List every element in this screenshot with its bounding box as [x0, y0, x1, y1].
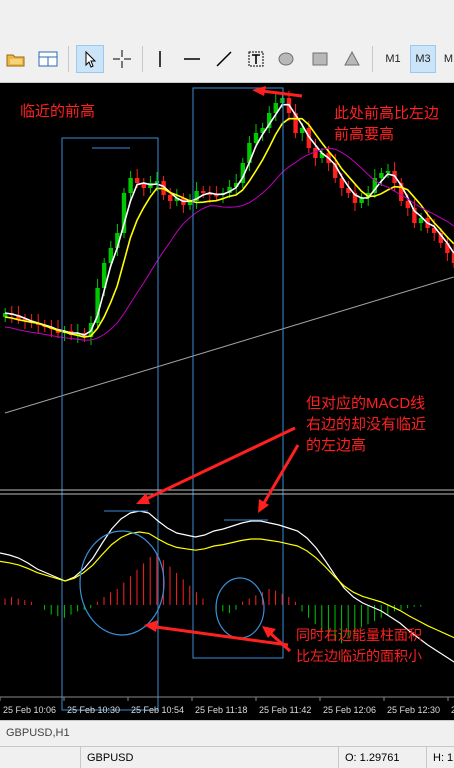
chart-tab-bar: GBPUSD,H1: [0, 720, 454, 747]
annotation-right-high-line2: 前高要高: [334, 126, 394, 143]
horizontal-line-tool-icon[interactable]: [178, 45, 206, 73]
rectangle-tool-icon[interactable]: [306, 45, 334, 73]
candle-body: [313, 148, 317, 158]
profiles-icon[interactable]: [34, 45, 62, 73]
chart-tab-gbpusd-h1[interactable]: GBPUSD,H1: [0, 725, 76, 741]
status-high-price: H: 1.: [426, 747, 454, 768]
time-axis-label: 25 Feb 10:54: [131, 705, 184, 715]
annotation-right-high-line1: 此处前高比左边: [334, 105, 439, 122]
chart-toolbar: M1 M3 M...: [0, 38, 454, 83]
annotation-hist-line1: 同时右边能量柱面积: [296, 627, 422, 643]
annotation-left-high: 临近的前高: [20, 103, 95, 120]
cursor-tool-icon[interactable]: [76, 45, 104, 73]
timeframe-m3-button[interactable]: M3: [410, 45, 436, 73]
triangle-tool-icon[interactable]: [338, 45, 366, 73]
status-open-price: O: 1.29761: [338, 747, 426, 768]
time-axis-label: 25 Feb 10:30: [67, 705, 120, 715]
crosshair-tool-icon[interactable]: [108, 45, 136, 73]
candle-body: [214, 195, 218, 197]
annotation-macd-line1: 但对应的MACD线: [306, 394, 425, 412]
ellipse-tool-icon[interactable]: [272, 45, 300, 73]
annotation-macd-line3: 的左边高: [306, 437, 366, 454]
annotation-hist-line2: 比左边临近的面积小: [296, 648, 422, 664]
time-axis-label: 25 Feb 12:06: [323, 705, 376, 715]
time-axis-label: 25 Feb 12:30: [387, 705, 440, 715]
candle-body: [168, 195, 172, 201]
toolbar-separator: [142, 46, 143, 72]
status-symbol: GBPUSD: [80, 747, 338, 768]
annotation-macd-line2: 右边的却没有临近: [306, 416, 426, 433]
toolbar-separator: [68, 46, 69, 72]
time-axis-label: 25 Feb 10:06: [3, 705, 56, 715]
candle-body: [386, 171, 390, 173]
vertical-line-tool-icon[interactable]: [146, 45, 174, 73]
candle-body: [379, 173, 383, 178]
trendline-tool-icon[interactable]: [210, 45, 238, 73]
time-axis-label: 25 Feb 11:42: [259, 705, 311, 715]
status-empty-cell: [0, 747, 80, 768]
status-bar: GBPUSD O: 1.29761 H: 1.: [0, 746, 454, 768]
candle-body: [280, 98, 284, 103]
time-axis-label: 25 Feb 11:18: [195, 705, 247, 715]
timeframe-m1-button[interactable]: M1: [380, 45, 406, 73]
candle-body: [201, 191, 205, 193]
price-chart[interactable]: 临近的前高 此处前高比左边 前高要高 但对应的MACD线 右边的却没有临近 的左…: [0, 83, 454, 720]
candle-body: [254, 133, 258, 143]
timeframe-more-button[interactable]: M...: [440, 45, 454, 73]
toolbar-separator: [372, 46, 373, 72]
candle-body: [128, 178, 132, 193]
candle-body: [155, 181, 159, 183]
text-tool-icon[interactable]: [242, 45, 270, 73]
open-folder-icon[interactable]: [2, 45, 30, 73]
candle-body: [135, 178, 139, 183]
